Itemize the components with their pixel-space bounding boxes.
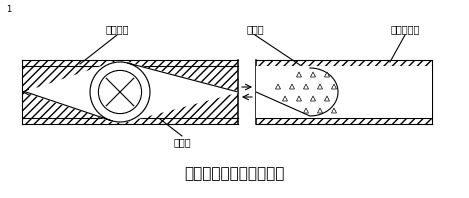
Polygon shape [303,108,309,113]
Polygon shape [303,84,309,89]
Bar [22,66,238,118]
Polygon shape [275,84,280,89]
Bar [256,66,432,118]
Bar [22,118,238,124]
Text: 钢筋笼: 钢筋笼 [246,24,264,34]
Polygon shape [332,108,336,113]
Polygon shape [318,84,323,89]
Text: 地墙圆形柔性接头示意图: 地墙圆形柔性接头示意图 [184,167,284,182]
Polygon shape [296,72,302,77]
Text: 已浇注槽段: 已浇注槽段 [390,24,420,34]
Text: 接头管: 接头管 [173,137,191,147]
Polygon shape [310,72,316,77]
Text: 未挖土体: 未挖土体 [105,24,129,34]
Polygon shape [325,72,330,77]
Polygon shape [256,68,338,116]
Polygon shape [26,63,113,121]
Circle shape [90,62,150,122]
Bar [256,118,432,124]
Polygon shape [128,63,238,121]
Bar [256,60,432,66]
Polygon shape [318,108,323,113]
Polygon shape [282,96,287,101]
Polygon shape [332,84,336,89]
Polygon shape [325,96,330,101]
Bar [22,60,238,66]
Polygon shape [310,96,316,101]
Text: 1: 1 [6,5,11,14]
Polygon shape [296,96,302,101]
Polygon shape [289,84,295,89]
